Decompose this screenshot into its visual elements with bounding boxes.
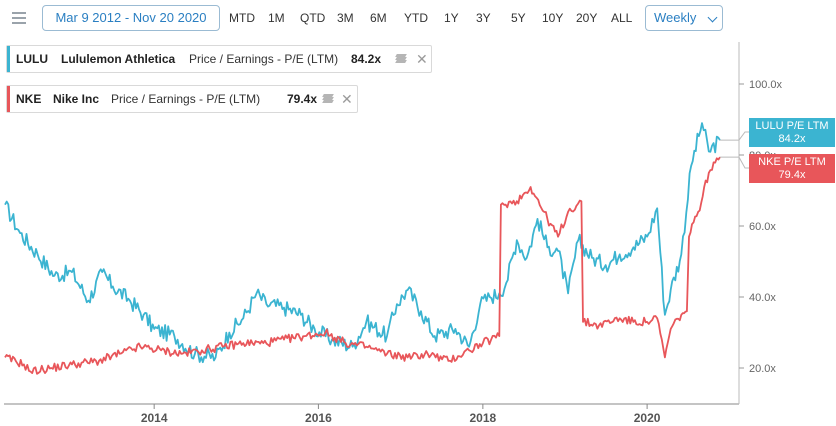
legend-nke-metric: Price / Earnings - P/E (LTM) — [111, 92, 261, 106]
legend-lulu-ticker: LULU — [16, 52, 48, 66]
period-button-all[interactable]: ALL — [611, 11, 633, 25]
legend-nke-value: 79.4x — [287, 92, 318, 106]
stack-icon[interactable] — [395, 54, 407, 63]
frequency-value: Weekly — [654, 10, 697, 25]
period-button-20y[interactable]: 20Y — [576, 11, 598, 25]
legend-lulu-value: 84.2x — [351, 52, 382, 66]
close-icon[interactable]: ✕ — [416, 51, 428, 67]
period-button-ytd[interactable]: YTD — [404, 11, 428, 25]
legend-nke: NKE Nike Inc Price / Earnings - P/E (LTM… — [6, 85, 358, 113]
collapse-menu-icon[interactable] — [8, 6, 32, 30]
chart-toolbar: Mar 9 2012 - Nov 20 2020 MTD 1M QTD 3M 6M YTD… — [0, 0, 836, 36]
end-label-nke-series: NKE P/E LTM — [758, 156, 826, 168]
y-tick-label: 20.0x — [749, 363, 776, 375]
stack-icon[interactable] — [322, 94, 334, 103]
period-button-1y[interactable]: 1Y — [444, 11, 459, 25]
period-button-6m[interactable]: 6M — [370, 11, 387, 25]
end-label-connector — [720, 156, 749, 169]
date-range-picker[interactable]: Mar 9 2012 - Nov 20 2020 — [42, 5, 220, 31]
end-label-nke: NKE P/E LTM 79.4x — [749, 154, 835, 183]
period-button-mtd[interactable]: MTD — [229, 11, 255, 25]
legend-lulu-metric: Price / Earnings - P/E (LTM) — [189, 52, 339, 66]
y-tick-label: 100.0x — [749, 79, 783, 91]
close-icon[interactable]: ✕ — [341, 91, 353, 107]
end-label-lulu-value: 84.2x — [778, 133, 806, 145]
series-line-lulu — [4, 122, 721, 364]
period-button-10y[interactable]: 10Y — [542, 11, 564, 25]
x-tick-label: 2020 — [634, 411, 661, 425]
legend-lulu-name: Lululemon Athletica — [61, 52, 176, 66]
period-button-qtd[interactable]: QTD — [300, 11, 326, 25]
legend-nke-ticker: NKE — [16, 92, 42, 106]
legend-nke-name: Nike Inc — [53, 92, 100, 106]
legend-lulu: LULU Lululemon Athletica Price / Earning… — [6, 45, 432, 73]
period-button-1m[interactable]: 1M — [268, 11, 285, 25]
x-tick-label: 2016 — [305, 411, 332, 425]
end-label-lulu: LULU P/E LTM 84.2x — [749, 118, 835, 147]
legend-lulu-accent — [7, 46, 10, 72]
series-line-nke — [4, 156, 721, 375]
end-label-lulu-series: LULU P/E LTM — [755, 120, 829, 132]
end-label-nke-value: 79.4x — [778, 169, 806, 181]
x-tick-label: 2018 — [470, 411, 497, 425]
end-label-connector — [720, 131, 749, 141]
y-tick-label: 60.0x — [749, 221, 776, 233]
frequency-select[interactable]: Weekly — [645, 5, 723, 31]
period-button-5y[interactable]: 5Y — [511, 11, 526, 25]
y-tick-label: 40.0x — [749, 292, 776, 304]
period-button-3m[interactable]: 3M — [337, 11, 354, 25]
legend-nke-accent — [7, 86, 10, 112]
x-tick-label: 2014 — [141, 411, 168, 425]
period-button-3y[interactable]: 3Y — [476, 11, 491, 25]
